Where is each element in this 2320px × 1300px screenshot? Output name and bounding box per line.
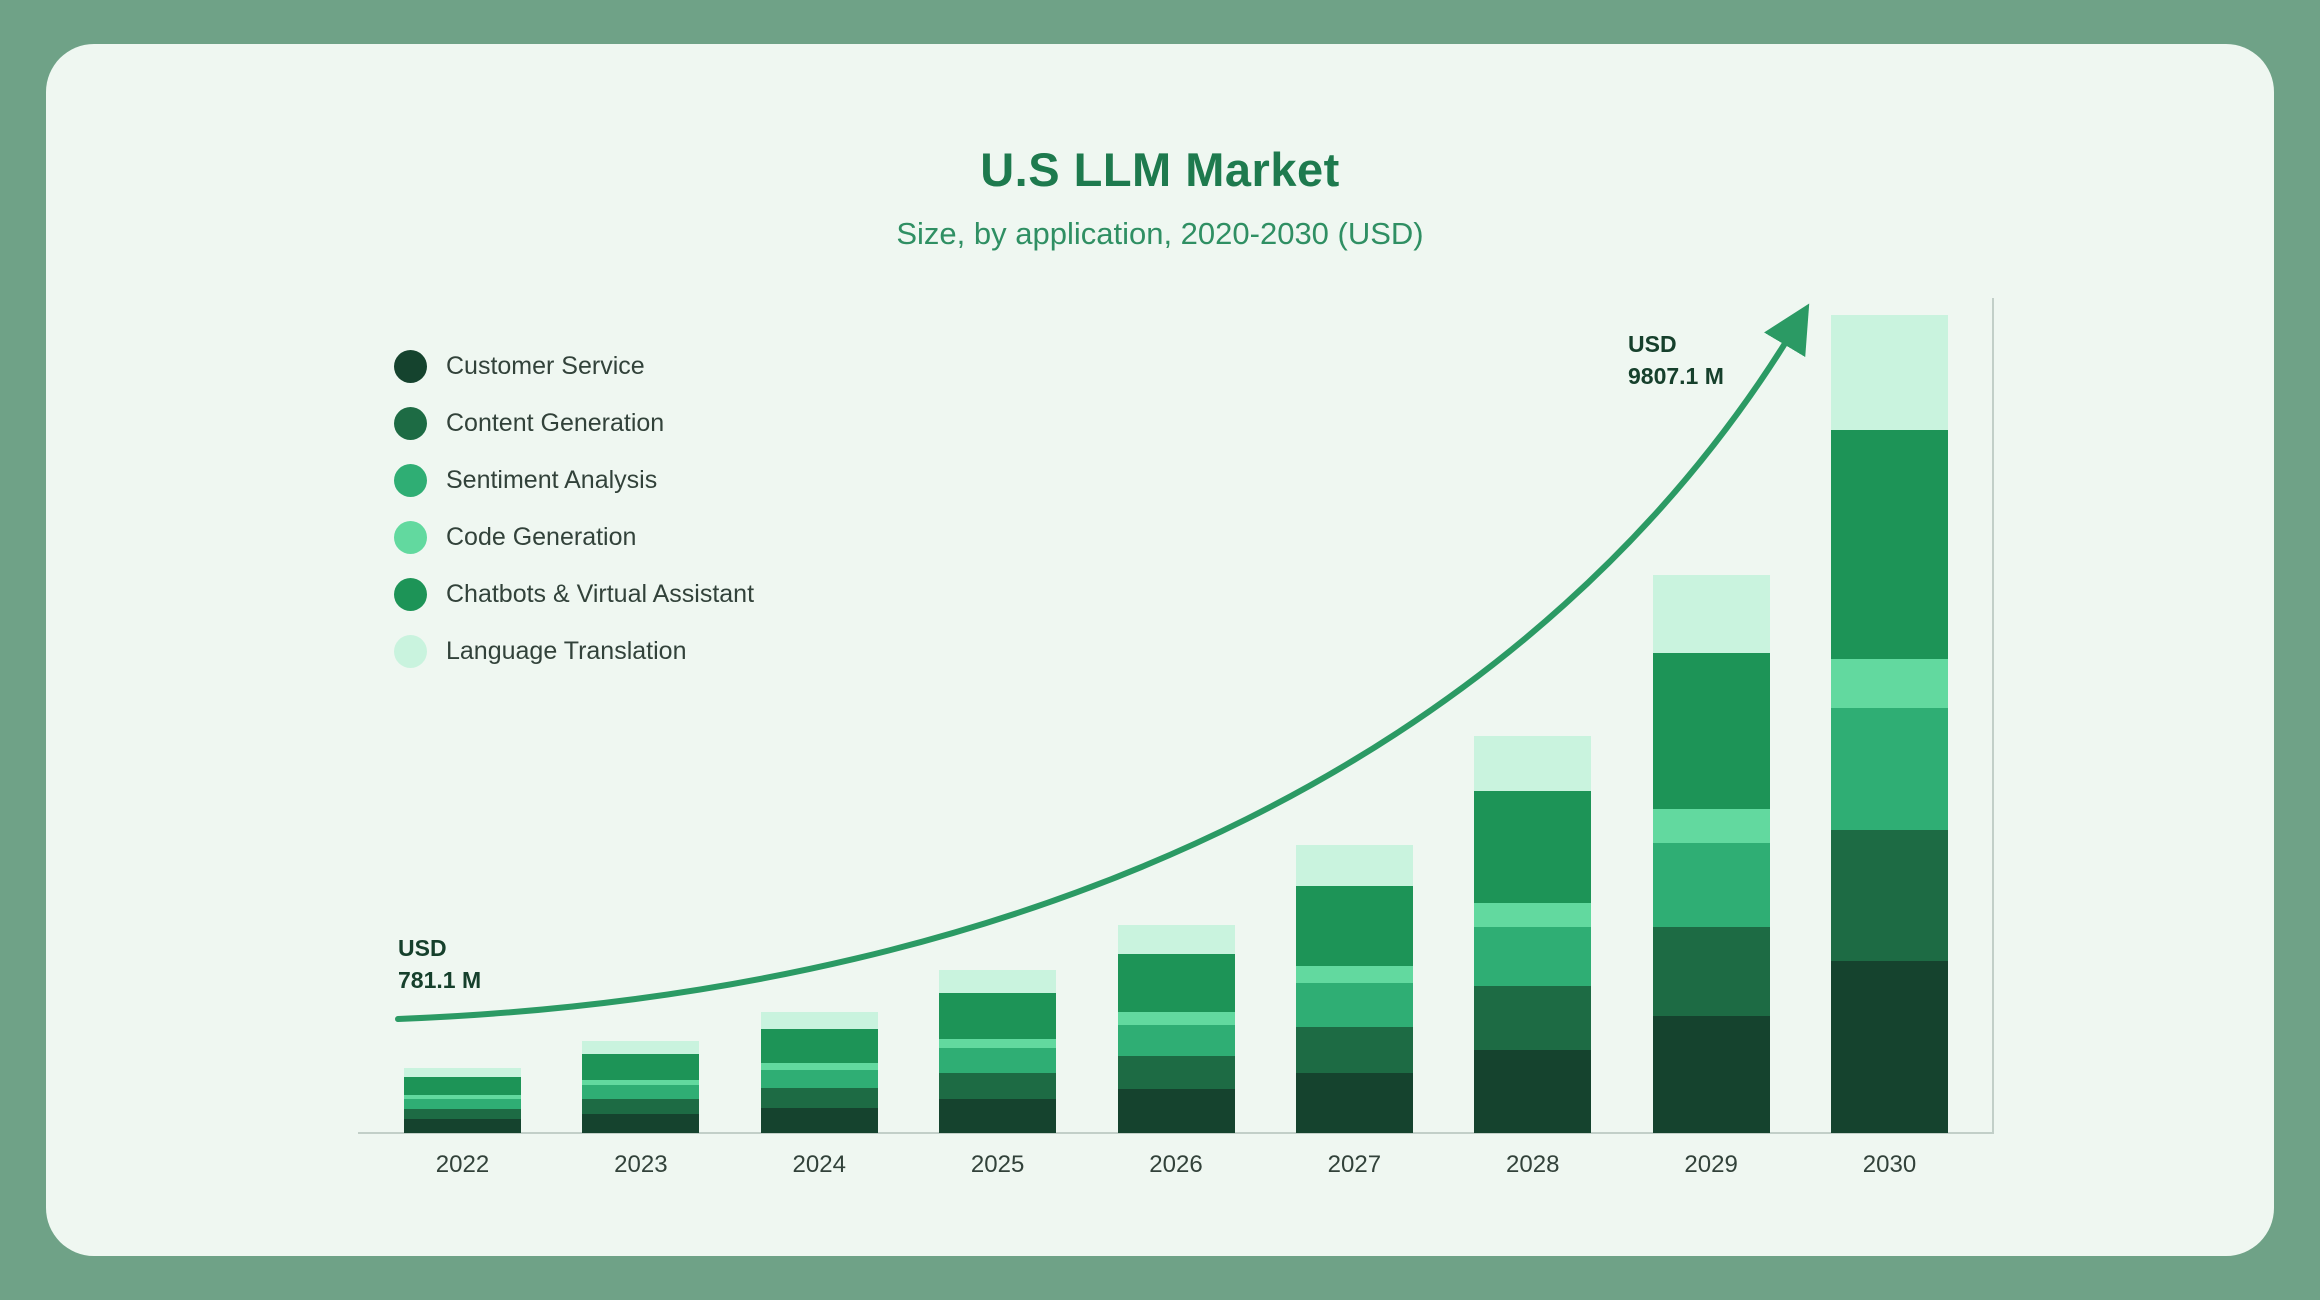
bar-segment-chatbots-virtual-assistant bbox=[1474, 791, 1592, 903]
bar-segment-language-translation bbox=[1474, 736, 1592, 792]
axis-label-2025: 2025 bbox=[970, 1151, 1025, 1178]
bar-segment-content-generation bbox=[404, 1108, 521, 1120]
bar-segment-chatbots-virtual-assistant bbox=[939, 993, 1057, 1039]
bar-segment-sentiment-analysis bbox=[760, 1070, 878, 1089]
y-axis-line bbox=[1992, 298, 1994, 1134]
bar-segment-language-translation bbox=[582, 1041, 700, 1055]
bar-segment-content-generation bbox=[760, 1088, 878, 1108]
bar-segment-sentiment-analysis bbox=[1117, 1024, 1235, 1056]
bar-segment-code-generation bbox=[939, 1038, 1057, 1049]
bar-segment-sentiment-analysis bbox=[1831, 707, 1948, 831]
axis-label-2024: 2024 bbox=[792, 1151, 846, 1178]
bar-segment-chatbots-virtual-assistant bbox=[760, 1028, 878, 1063]
bar-chart: 2022 2023 2024 2025 2026 2027 2028 2029 2030 bbox=[404, 315, 1948, 1178]
bar-segment-language-translation bbox=[404, 1067, 521, 1077]
bar-segment-language-translation bbox=[760, 1012, 878, 1029]
chart-title: U.S LLM Market bbox=[980, 143, 1340, 196]
bar-segment-chatbots-virtual-assistant bbox=[1652, 653, 1770, 810]
bar-segment-chatbots-virtual-assistant bbox=[1117, 953, 1235, 1013]
bar-segment-code-generation bbox=[582, 1079, 700, 1086]
bar-2027: 2027 bbox=[1295, 845, 1413, 1178]
axis-label-2028: 2028 bbox=[1506, 1151, 1560, 1178]
bar-segment-code-generation bbox=[1474, 902, 1592, 927]
bar-segment-customer-service bbox=[1831, 961, 1948, 1133]
axis-label-2022: 2022 bbox=[435, 1151, 490, 1178]
annotation-amount: 781.1 M bbox=[398, 967, 482, 994]
bar-segment-code-generation bbox=[1117, 1012, 1235, 1025]
bar-segment-sentiment-analysis bbox=[1474, 926, 1592, 987]
annotation-end-value: USD 9807.1 M bbox=[1628, 328, 1724, 392]
bar-segment-content-generation bbox=[1474, 986, 1592, 1050]
bar-segment-code-generation bbox=[1831, 658, 1948, 708]
bar-segment-code-generation bbox=[404, 1095, 521, 1100]
bar-segment-language-translation bbox=[1295, 845, 1413, 886]
bar-segment-customer-service bbox=[582, 1113, 700, 1133]
annotation-start-value: USD 781.1 M bbox=[398, 932, 481, 996]
bar-segment-customer-service bbox=[1117, 1089, 1235, 1133]
axis-label-2027: 2027 bbox=[1327, 1151, 1382, 1178]
axis-label-2030: 2030 bbox=[1862, 1151, 1917, 1178]
bar-segment-chatbots-virtual-assistant bbox=[582, 1054, 700, 1080]
bar-segment-language-translation bbox=[1831, 315, 1948, 430]
bar-segment-customer-service bbox=[1295, 1072, 1413, 1133]
bar-segment-content-generation bbox=[939, 1072, 1057, 1099]
bar-segment-language-translation bbox=[1117, 924, 1235, 954]
bar-segment-sentiment-analysis bbox=[582, 1085, 700, 1100]
bar-segment-customer-service bbox=[404, 1119, 521, 1133]
bar-segment-customer-service bbox=[1474, 1049, 1592, 1133]
annotation-amount: 9807.1 M bbox=[1628, 363, 1724, 390]
bar-segment-content-generation bbox=[1295, 1026, 1413, 1073]
axis-label-2029: 2029 bbox=[1684, 1151, 1738, 1178]
bar-segment-content-generation bbox=[1652, 926, 1770, 1016]
bar-segment-language-translation bbox=[1652, 575, 1770, 654]
bar-2030: 2030 bbox=[1831, 315, 1948, 1178]
bar-2025: 2025 bbox=[939, 970, 1057, 1178]
annotation-currency: USD bbox=[1628, 331, 1677, 357]
bar-segment-chatbots-virtual-assistant bbox=[1831, 429, 1948, 659]
bar-segment-sentiment-analysis bbox=[1295, 983, 1413, 1027]
axis-label-2026: 2026 bbox=[1149, 1151, 1203, 1178]
axis-label-2023: 2023 bbox=[614, 1151, 668, 1178]
bar-2026: 2026 bbox=[1117, 924, 1235, 1178]
bar-segment-chatbots-virtual-assistant bbox=[1295, 885, 1413, 967]
bar-2029: 2029 bbox=[1652, 575, 1770, 1178]
bar-segment-chatbots-virtual-assistant bbox=[404, 1076, 521, 1096]
bar-segment-customer-service bbox=[1652, 1015, 1770, 1133]
bar-segment-code-generation bbox=[1652, 809, 1770, 843]
bar-segment-customer-service bbox=[939, 1098, 1057, 1133]
bar-2028: 2028 bbox=[1474, 736, 1592, 1178]
bar-segment-content-generation bbox=[1831, 830, 1948, 962]
bar-segment-content-generation bbox=[582, 1099, 700, 1114]
annotation-currency: USD bbox=[398, 935, 447, 961]
chart-subtitle: Size, by application, 2020-2030 (USD) bbox=[896, 216, 1424, 251]
bar-segment-customer-service bbox=[760, 1107, 878, 1133]
bar-segment-language-translation bbox=[939, 970, 1057, 994]
bar-segment-code-generation bbox=[1295, 966, 1413, 984]
bar-2024: 2024 bbox=[760, 1012, 878, 1178]
bar-segment-sentiment-analysis bbox=[1652, 842, 1770, 927]
chart-card: U.S LLM Market Size, by application, 202… bbox=[46, 44, 2274, 1256]
bar-2022: 2022 bbox=[404, 1067, 521, 1178]
bar-segment-sentiment-analysis bbox=[939, 1048, 1057, 1073]
bar-2023: 2023 bbox=[582, 1041, 700, 1178]
bar-segment-sentiment-analysis bbox=[404, 1099, 521, 1109]
x-axis-line bbox=[358, 1132, 1994, 1134]
bar-segment-content-generation bbox=[1117, 1055, 1235, 1090]
bar-segment-code-generation bbox=[760, 1062, 878, 1071]
